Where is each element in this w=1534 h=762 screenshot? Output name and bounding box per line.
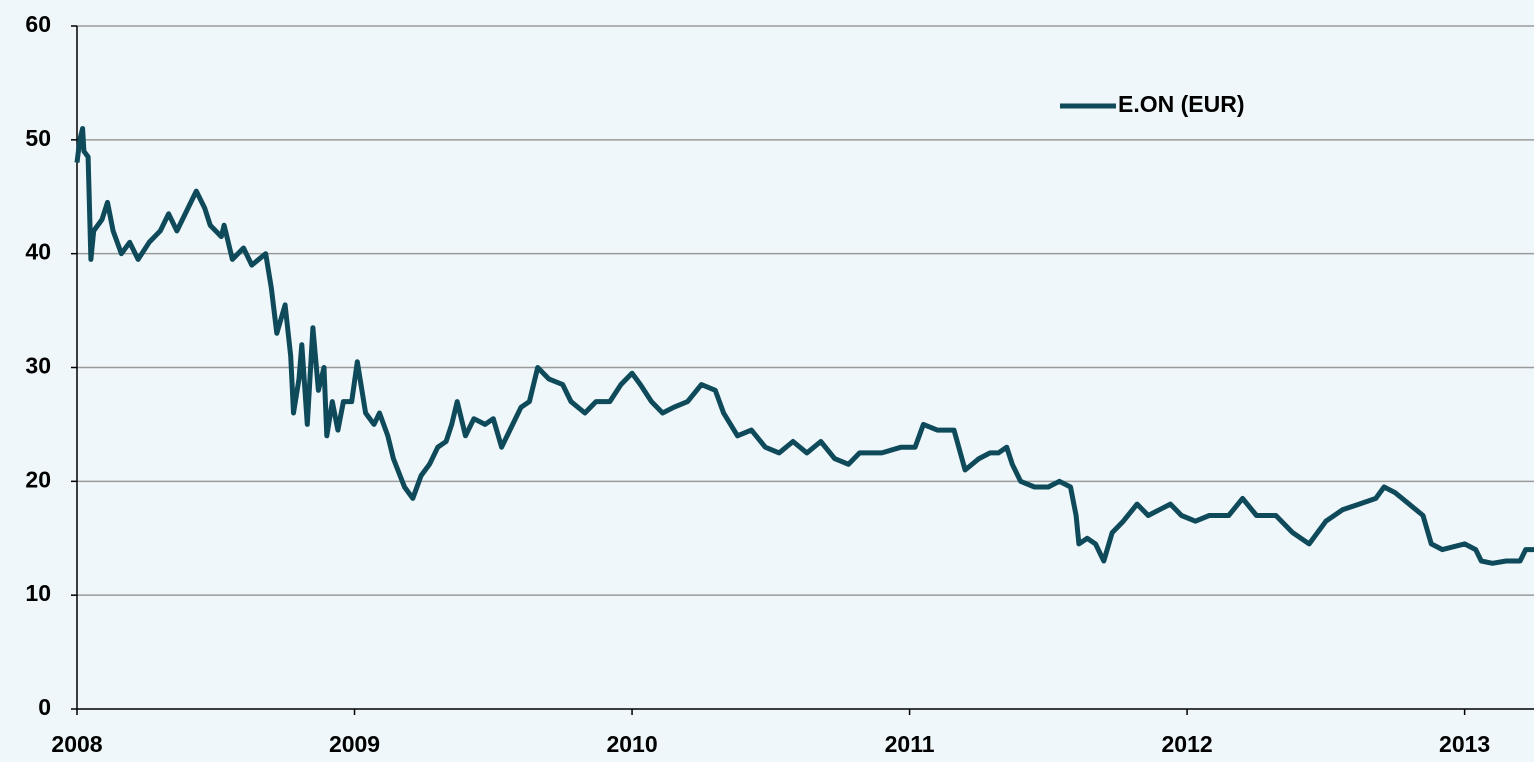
y-tick-label: 0 (38, 694, 51, 720)
y-tick-label: 10 (25, 580, 51, 606)
x-tick-label: 2011 (885, 731, 935, 757)
legend-label: E.ON (EUR) (1118, 91, 1245, 117)
y-tick-label: 40 (25, 239, 51, 265)
y-tick-label: 30 (25, 353, 51, 379)
x-tick-label: 2008 (51, 731, 102, 757)
line-series (74, 126, 1534, 566)
y-tick-label: 50 (25, 125, 51, 151)
y-tick-label: 60 (25, 11, 51, 37)
y-tick-label: 20 (25, 466, 51, 492)
x-tick-label: 2009 (329, 731, 380, 757)
x-tick-label: 2010 (606, 731, 657, 757)
x-tick-label: 2013 (1439, 731, 1490, 757)
x-tick-label: 2012 (1162, 731, 1213, 757)
